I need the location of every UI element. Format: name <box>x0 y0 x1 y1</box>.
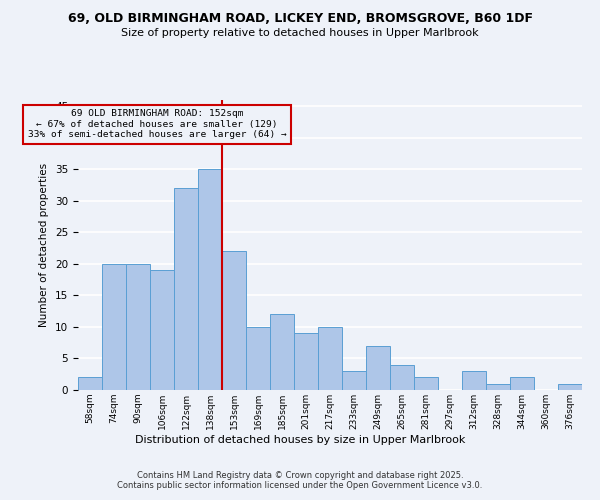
Bar <box>342 371 366 390</box>
Bar <box>102 264 126 390</box>
Bar <box>270 314 294 390</box>
Text: Distribution of detached houses by size in Upper Marlbrook: Distribution of detached houses by size … <box>135 435 465 445</box>
Bar <box>462 371 486 390</box>
Text: 69 OLD BIRMINGHAM ROAD: 152sqm
← 67% of detached houses are smaller (129)
33% of: 69 OLD BIRMINGHAM ROAD: 152sqm ← 67% of … <box>28 110 287 140</box>
Bar <box>318 327 342 390</box>
Bar <box>558 384 582 390</box>
Bar <box>78 378 102 390</box>
Bar <box>126 264 150 390</box>
Bar <box>510 378 534 390</box>
Text: Contains HM Land Registry data © Crown copyright and database right 2025.
Contai: Contains HM Land Registry data © Crown c… <box>118 470 482 490</box>
Bar <box>486 384 510 390</box>
Text: Size of property relative to detached houses in Upper Marlbrook: Size of property relative to detached ho… <box>121 28 479 38</box>
Bar <box>414 378 438 390</box>
Bar <box>366 346 390 390</box>
Y-axis label: Number of detached properties: Number of detached properties <box>40 163 49 327</box>
Bar <box>174 188 198 390</box>
Bar <box>222 252 246 390</box>
Bar <box>390 365 414 390</box>
Bar <box>198 170 222 390</box>
Bar <box>246 327 270 390</box>
Bar <box>294 334 318 390</box>
Bar <box>150 270 174 390</box>
Text: 69, OLD BIRMINGHAM ROAD, LICKEY END, BROMSGROVE, B60 1DF: 69, OLD BIRMINGHAM ROAD, LICKEY END, BRO… <box>67 12 533 26</box>
